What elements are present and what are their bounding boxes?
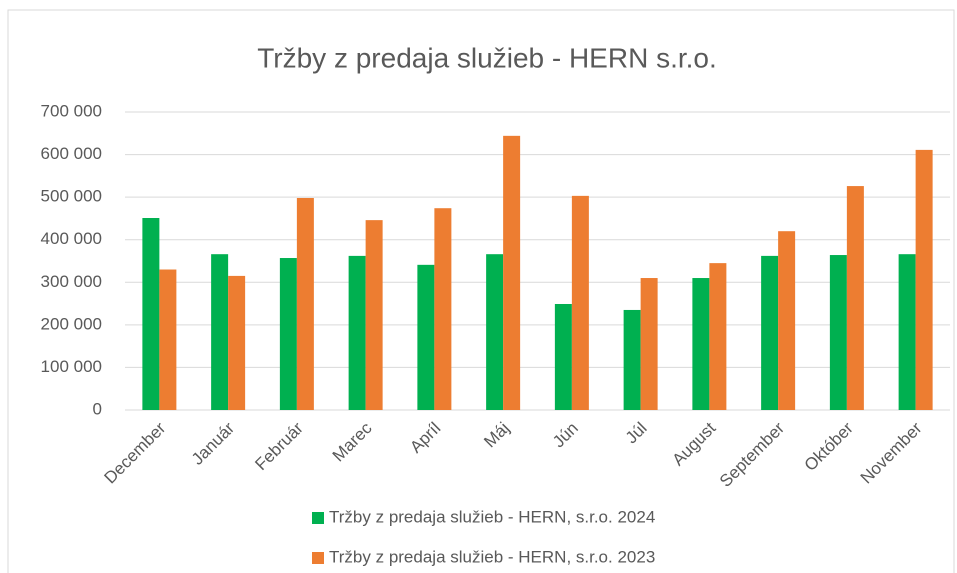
bar [761, 255, 779, 410]
bar [846, 186, 864, 410]
bar [159, 269, 177, 410]
bar [486, 254, 504, 410]
bar [554, 303, 572, 410]
bar [571, 195, 589, 410]
y-tick-label: 300 000 [41, 272, 102, 291]
bar [915, 149, 933, 411]
legend-swatch [312, 512, 324, 524]
legend-label: Tržby z predaja služieb - HERN, s.r.o. 2… [329, 547, 655, 566]
bar [417, 264, 435, 410]
bar [692, 278, 710, 410]
bar [778, 231, 796, 410]
y-tick-label: 200 000 [41, 314, 102, 333]
bar [640, 278, 658, 410]
bar [503, 135, 521, 410]
y-tick-label: 400 000 [41, 229, 102, 248]
bar [829, 255, 847, 410]
bar [279, 258, 297, 410]
bar [296, 197, 314, 410]
bar [709, 263, 727, 410]
bar [898, 254, 916, 410]
y-tick-label: 500 000 [41, 187, 102, 206]
y-tick-label: 100 000 [41, 357, 102, 376]
y-tick-label: 700 000 [41, 101, 102, 120]
bar [348, 255, 366, 410]
legend-label: Tržby z predaja služieb - HERN, s.r.o. 2… [329, 507, 655, 526]
bar [623, 309, 641, 410]
bar [142, 218, 160, 410]
bar [365, 220, 383, 410]
bar [211, 254, 229, 410]
bar [434, 208, 452, 410]
bar [228, 275, 246, 410]
chart-title: Tržby z predaja služieb - HERN s.r.o. [257, 42, 717, 73]
y-tick-label: 600 000 [41, 144, 102, 163]
legend-swatch [312, 552, 324, 564]
y-tick-label: 0 [93, 399, 102, 418]
